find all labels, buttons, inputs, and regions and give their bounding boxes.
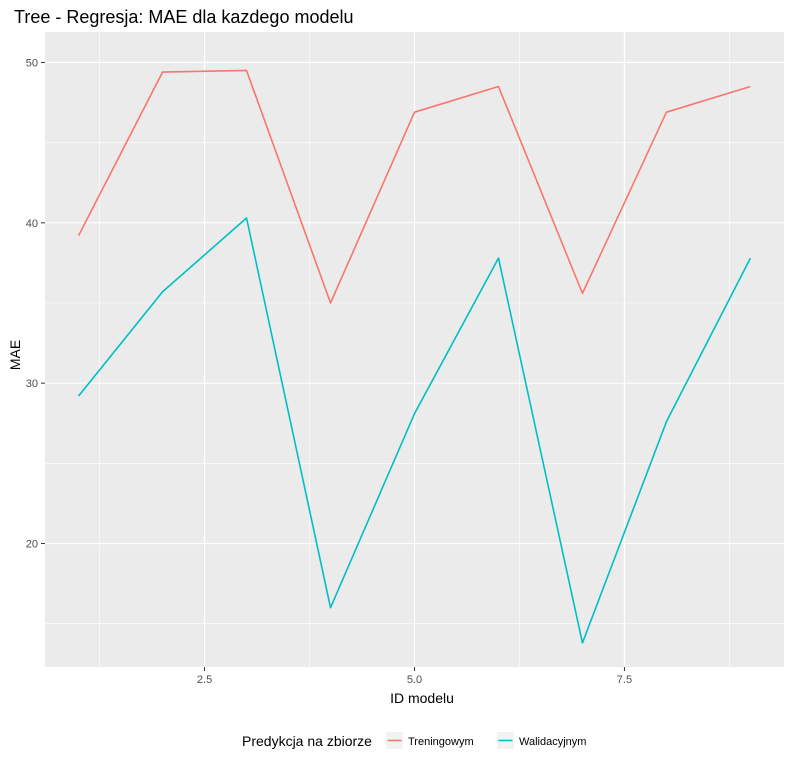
series-lines [77, 69, 752, 644]
y-tick-label: 40 [26, 218, 38, 230]
x-tick-label: 7.5 [617, 674, 632, 686]
legend-label-walidacyjnym: Walidacyjnym [519, 736, 586, 748]
y-axis-title: MAE [7, 340, 23, 370]
y-axis: 20 30 40 50 [26, 57, 45, 551]
y-tick-label: 50 [26, 57, 38, 69]
chart-title: Tree - Regresja: MAE dla kazdego modelu [14, 7, 354, 27]
legend: Predykcja na zbiorze Treningowym Walidacy… [242, 732, 586, 749]
y-tick-label: 30 [26, 378, 38, 390]
x-tick-label: 5.0 [407, 674, 422, 686]
y-tick-label: 20 [26, 539, 38, 551]
x-tick-label: 2.5 [197, 674, 212, 686]
legend-title: Predykcja na zbiorze [242, 733, 372, 749]
series-line-treningowym [77, 69, 751, 304]
legend-label-treningowym: Treningowym [408, 736, 474, 748]
x-axis: 2.5 5.0 7.5 [197, 667, 632, 686]
series-line-walidacyjnym [77, 217, 752, 644]
x-axis-title: ID modelu [390, 690, 454, 706]
